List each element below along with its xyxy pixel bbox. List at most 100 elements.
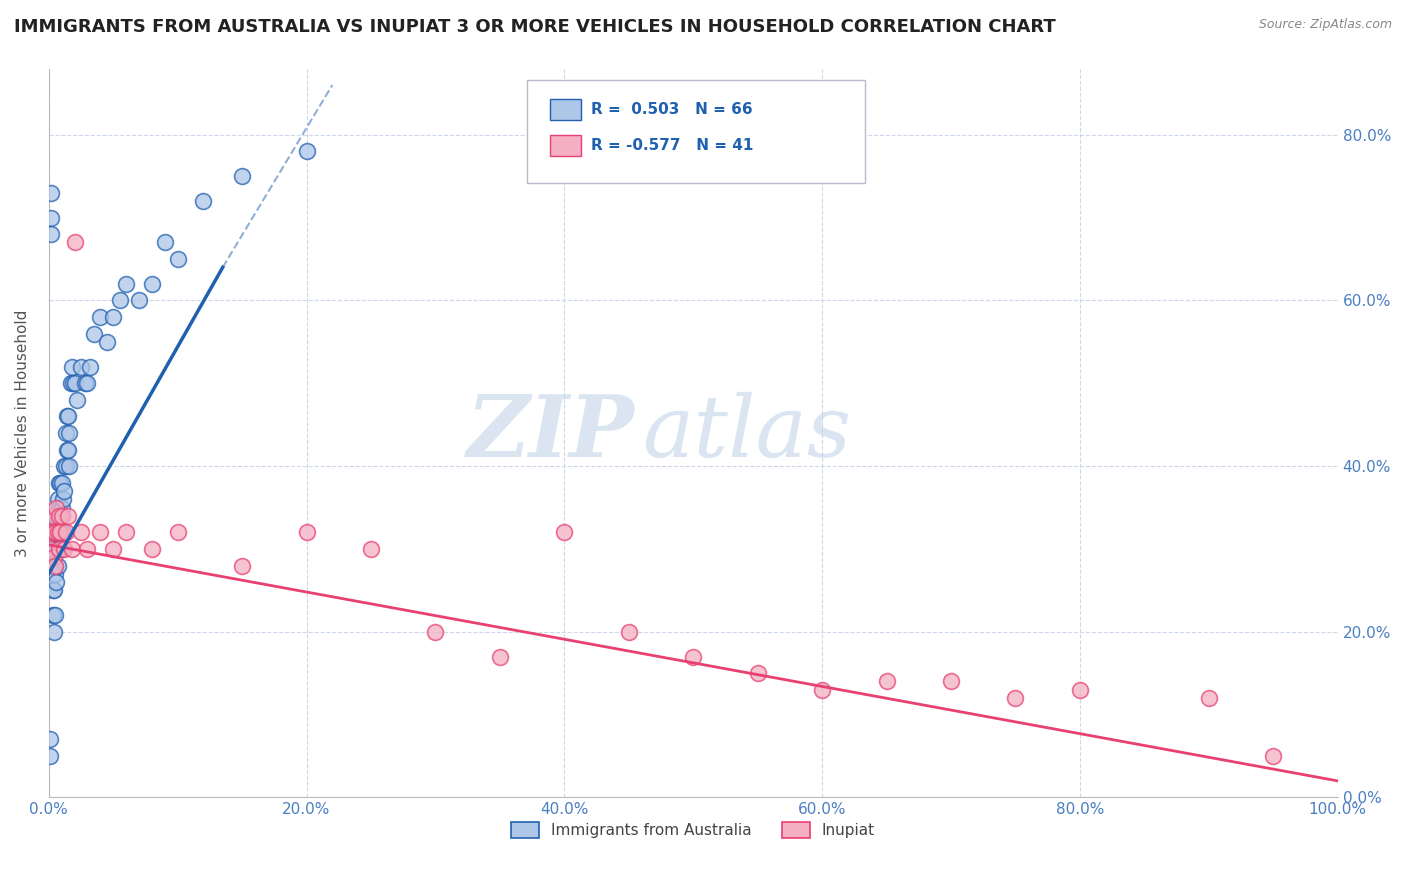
Point	[108, 293, 131, 308]
Point	[44, 558, 66, 573]
Point	[682, 649, 704, 664]
Point	[153, 235, 176, 250]
Point	[45, 508, 67, 523]
Point	[103, 310, 125, 324]
Point	[42, 558, 65, 573]
Point	[48, 508, 70, 523]
Point	[53, 459, 76, 474]
Point	[128, 293, 150, 308]
Point	[44, 525, 66, 540]
Point	[70, 525, 93, 540]
Point	[166, 525, 188, 540]
Point	[48, 541, 70, 556]
Point	[1198, 691, 1220, 706]
Point	[70, 359, 93, 374]
Point	[193, 194, 215, 208]
Point	[115, 525, 138, 540]
Point	[39, 749, 62, 764]
Point	[60, 359, 83, 374]
Point	[42, 624, 65, 639]
Point	[56, 442, 79, 457]
Point	[141, 541, 163, 556]
Point	[76, 376, 98, 391]
Point	[59, 376, 82, 391]
Point	[425, 624, 447, 639]
Point	[53, 541, 76, 556]
Point	[63, 235, 86, 250]
Point	[44, 608, 66, 623]
Point	[55, 425, 77, 440]
Point	[42, 525, 65, 540]
Point	[42, 550, 65, 565]
Point	[52, 525, 75, 540]
Legend: Immigrants from Australia, Inupiat: Immigrants from Australia, Inupiat	[505, 816, 882, 845]
Point	[51, 475, 73, 490]
Point	[48, 541, 70, 556]
Point	[56, 508, 79, 523]
Point	[66, 392, 89, 407]
Point	[46, 492, 69, 507]
Point	[489, 649, 512, 664]
Point	[56, 409, 79, 424]
Point	[141, 277, 163, 291]
Point	[63, 376, 86, 391]
Point	[79, 359, 101, 374]
Point	[166, 252, 188, 266]
Y-axis label: 3 or more Vehicles in Household: 3 or more Vehicles in Household	[15, 310, 30, 557]
Point	[58, 425, 80, 440]
Point	[39, 732, 62, 747]
Point	[62, 376, 84, 391]
Point	[45, 500, 67, 515]
Point	[41, 541, 63, 556]
Point	[55, 459, 77, 474]
Point	[51, 508, 73, 523]
Point	[103, 541, 125, 556]
Point	[58, 459, 80, 474]
Point	[295, 525, 318, 540]
Point	[76, 541, 98, 556]
Point	[42, 583, 65, 598]
Point	[60, 541, 83, 556]
Point	[44, 541, 66, 556]
Point	[811, 682, 834, 697]
Point	[44, 517, 66, 532]
Point	[45, 575, 67, 590]
Point	[53, 483, 76, 498]
Text: IMMIGRANTS FROM AUSTRALIA VS INUPIAT 3 OR MORE VEHICLES IN HOUSEHOLD CORRELATION: IMMIGRANTS FROM AUSTRALIA VS INUPIAT 3 O…	[14, 18, 1056, 36]
Point	[1004, 691, 1026, 706]
Point	[41, 508, 63, 523]
Point	[41, 558, 63, 573]
Point	[617, 624, 640, 639]
Point	[45, 541, 67, 556]
Point	[41, 186, 63, 200]
Point	[46, 558, 69, 573]
Point	[89, 525, 111, 540]
Point	[49, 475, 72, 490]
Text: R = -0.577   N = 41: R = -0.577 N = 41	[591, 138, 752, 153]
Point	[56, 442, 79, 457]
Point	[41, 583, 63, 598]
Point	[41, 608, 63, 623]
Text: ZIP: ZIP	[467, 392, 636, 475]
Point	[49, 525, 72, 540]
Point	[41, 211, 63, 225]
Point	[939, 674, 962, 689]
Point	[51, 500, 73, 515]
Point	[39, 525, 62, 540]
Point	[56, 409, 79, 424]
Point	[96, 334, 118, 349]
Point	[231, 169, 253, 184]
Point	[49, 508, 72, 523]
Point	[360, 541, 382, 556]
Point	[747, 666, 769, 681]
Point	[1069, 682, 1091, 697]
Point	[42, 525, 65, 540]
Point	[48, 500, 70, 515]
Point	[46, 525, 69, 540]
Point	[49, 541, 72, 556]
Point	[55, 525, 77, 540]
Point	[115, 277, 138, 291]
Text: R =  0.503   N = 66: R = 0.503 N = 66	[591, 103, 752, 117]
Text: atlas: atlas	[641, 392, 851, 475]
Point	[41, 517, 63, 532]
